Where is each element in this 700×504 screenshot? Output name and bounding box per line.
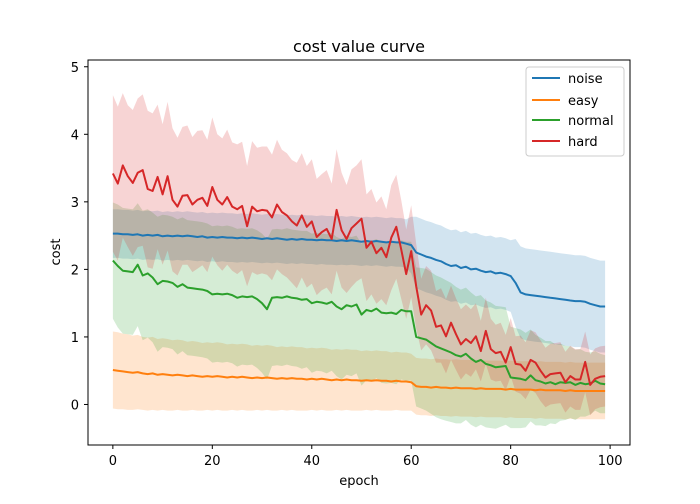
x-axis-label: epoch — [339, 474, 379, 489]
legend-label-normal: normal — [568, 114, 614, 129]
legend-label-hard: hard — [568, 135, 598, 150]
line-hard — [112, 164, 606, 386]
line-noise — [112, 232, 606, 308]
x-tick-label: 20 — [204, 454, 221, 469]
y-axis-label: cost — [49, 239, 64, 266]
line-easy — [112, 369, 606, 392]
legend-label-noise: noise — [568, 72, 603, 87]
y-tick-label: 4 — [71, 128, 79, 143]
band-noise — [112, 209, 606, 353]
x-tick-label: 80 — [502, 454, 519, 469]
y-tick-label: 3 — [71, 196, 79, 211]
y-axis-ticks: 0 1 2 3 4 5 — [71, 61, 88, 413]
y-tick-label: 0 — [71, 398, 79, 413]
legend-box — [525, 66, 625, 157]
series-lines — [112, 164, 606, 392]
y-tick-label: 1 — [71, 331, 79, 346]
x-tick-label: 100 — [598, 454, 623, 469]
legend: noise easy normal hard — [525, 66, 625, 157]
plot-frame — [87, 59, 631, 446]
x-tick-label: 0 — [109, 454, 117, 469]
band-hard — [112, 93, 606, 416]
y-tick-label: 5 — [71, 61, 79, 76]
x-tick-label: 60 — [403, 454, 420, 469]
band-easy — [112, 331, 606, 420]
line-normal — [112, 259, 606, 386]
legend-label-easy: easy — [568, 94, 599, 109]
y-tick-label: 2 — [71, 263, 79, 278]
x-tick-label: 40 — [303, 454, 320, 469]
x-axis-ticks: 0 20 40 60 80 100 — [109, 445, 623, 469]
band-normal — [112, 202, 606, 429]
chart-title: cost value curve — [293, 37, 425, 56]
confidence-bands — [112, 93, 606, 429]
